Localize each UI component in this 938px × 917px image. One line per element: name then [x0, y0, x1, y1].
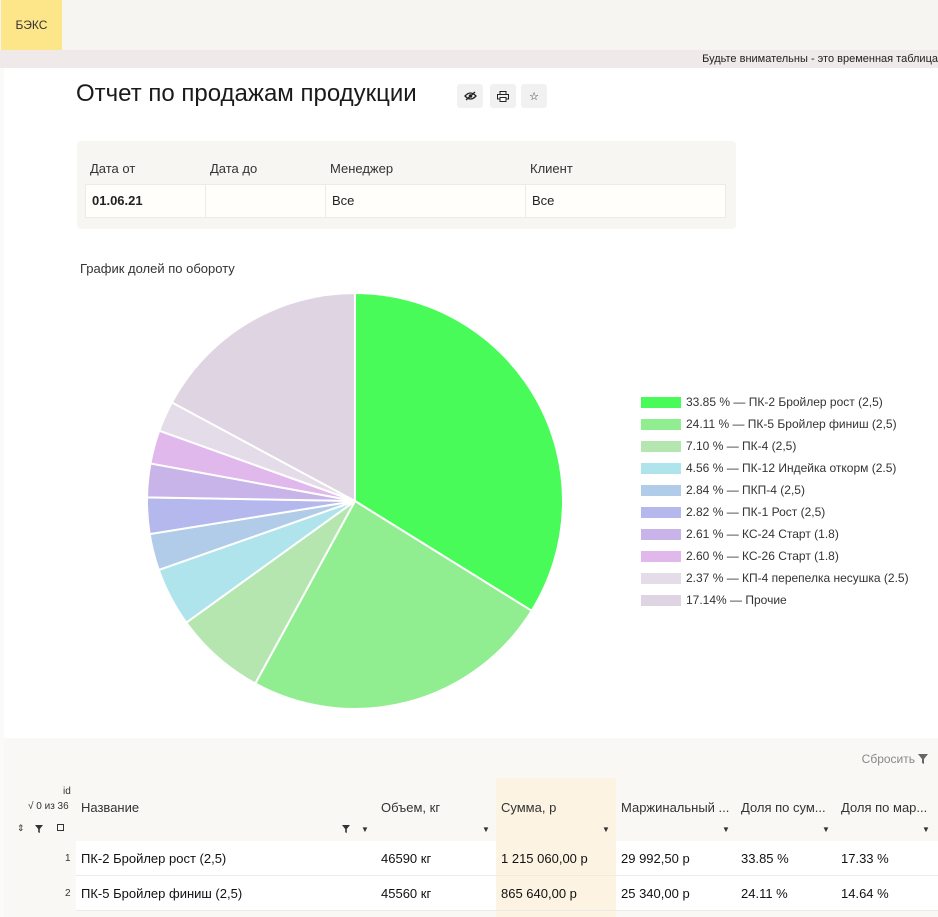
legend-swatch	[641, 419, 681, 430]
warning-bar: Будьте внимательны - это временная табли…	[0, 50, 938, 68]
cell-name: ПК-5 Бройлер финиш (2,5)	[76, 876, 376, 911]
brand-label: БЭКС	[15, 18, 48, 32]
cell-margin: 25 340,00 р	[616, 876, 736, 911]
eye-icon	[463, 91, 477, 101]
sort-icon[interactable]: ⇕	[17, 823, 25, 833]
column-header-share-sum[interactable]: Доля по сум...	[741, 800, 826, 815]
chevron-down-icon[interactable]: ▼	[361, 825, 369, 834]
legend-swatch	[641, 485, 681, 496]
warning-text: Будьте внимательны - это временная табли…	[702, 53, 938, 65]
chevron-down-icon[interactable]: ▼	[922, 825, 930, 834]
chevron-down-icon[interactable]: ▼	[602, 825, 610, 834]
legend-swatch	[641, 595, 681, 606]
legend-label: 2.60 % — КС-26 Старт (1.8)	[686, 549, 839, 563]
column-header-sum[interactable]: Сумма, р	[501, 800, 557, 815]
legend-label: 7.10 % — ПК-4 (2,5)	[686, 439, 797, 453]
cell-share-sum: 24.11 %	[736, 876, 836, 911]
cell-volume: 45560 кг	[376, 876, 496, 911]
client-field[interactable]: Все	[525, 184, 726, 218]
filter-icon[interactable]	[35, 825, 43, 833]
cell-sum: 1 215 060,00 р	[496, 841, 616, 876]
star-icon: ☆	[529, 90, 539, 103]
legend-label: 33.85 % — ПК-2 Бройлер рост (2,5)	[686, 395, 883, 409]
name-filter-icon[interactable]	[342, 825, 350, 833]
cell-margin: 29 992,50 р	[616, 841, 736, 876]
legend-swatch	[641, 551, 681, 562]
date-from-field[interactable]: 01.06.21	[85, 184, 206, 218]
client-label: Клиент	[530, 161, 573, 176]
select-all-checkbox[interactable]	[57, 824, 64, 831]
chevron-down-icon[interactable]: ▼	[722, 825, 730, 834]
top-bar: БЭКС	[0, 0, 938, 50]
legend-label: 2.61 % — КС-24 Старт (1.8)	[686, 527, 839, 541]
reset-filters-button[interactable]: Сбросить	[862, 752, 928, 766]
legend-swatch	[641, 529, 681, 540]
row-number: 1	[65, 853, 71, 864]
manager-field[interactable]: Все	[325, 184, 526, 218]
legend-label: 2.84 % — ПКП-4 (2,5)	[686, 483, 805, 497]
id-header: id	[63, 786, 71, 797]
filter-icon	[918, 754, 928, 764]
cell-share-margin: 14.64 %	[836, 876, 938, 911]
printer-icon	[497, 90, 509, 102]
column-header-volume[interactable]: Объем, кг	[381, 800, 441, 815]
pie-slice-10[interactable]	[170, 291, 356, 503]
column-header-margin[interactable]: Маржинальный ...	[621, 800, 730, 815]
legend-swatch	[641, 463, 681, 474]
legend-swatch	[641, 507, 681, 518]
date-to-label: Дата до	[210, 161, 258, 176]
cell-name: ПК-2 Бройлер рост (2,5)	[76, 841, 376, 876]
pie-chart	[146, 291, 564, 710]
reset-label: Сбросить	[861, 752, 915, 766]
legend-label: 2.37 % — КП-4 перепелка несушка (2.5)	[686, 571, 909, 585]
app-brand-button[interactable]: БЭКС	[1, 0, 62, 50]
selection-count: √ 0 из 36	[28, 801, 69, 812]
print-button[interactable]	[490, 84, 516, 108]
row-number: 2	[65, 888, 71, 899]
legend-label: 24.11 % — ПК-5 Бройлер финиш (2,5)	[686, 417, 897, 431]
cell-share-margin: 17.33 %	[836, 841, 938, 876]
legend-swatch	[641, 397, 681, 408]
cell-share-sum: 33.85 %	[736, 841, 836, 876]
date-from-label: Дата от	[90, 161, 136, 176]
legend-label: 4.56 % — ПК-12 Индейка откорм (2.5)	[686, 461, 897, 475]
column-header-name[interactable]: Название	[81, 800, 140, 815]
manager-label: Менеджер	[330, 161, 394, 176]
view-button[interactable]	[457, 84, 483, 108]
cell-volume: 46590 кг	[376, 841, 496, 876]
pie-slice-1[interactable]	[354, 291, 564, 613]
date-to-field[interactable]	[205, 184, 326, 218]
legend-swatch	[641, 441, 681, 452]
pie-slice-2[interactable]	[253, 499, 534, 710]
chevron-down-icon[interactable]: ▼	[482, 825, 490, 834]
column-header-share-margin[interactable]: Доля по мар...	[841, 800, 928, 815]
legend-swatch	[641, 573, 681, 584]
legend-label: 2.82 % — ПК-1 Рост (2,5)	[686, 505, 826, 519]
page-title: Отчет по продажам продукции	[76, 80, 417, 107]
favorite-button[interactable]: ☆	[521, 84, 547, 108]
legend-label: 17.14% — Прочие	[686, 593, 787, 607]
chevron-down-icon[interactable]: ▼	[822, 825, 830, 834]
chart-title: График долей по обороту	[80, 261, 235, 276]
cell-sum: 865 640,00 р	[496, 876, 616, 911]
